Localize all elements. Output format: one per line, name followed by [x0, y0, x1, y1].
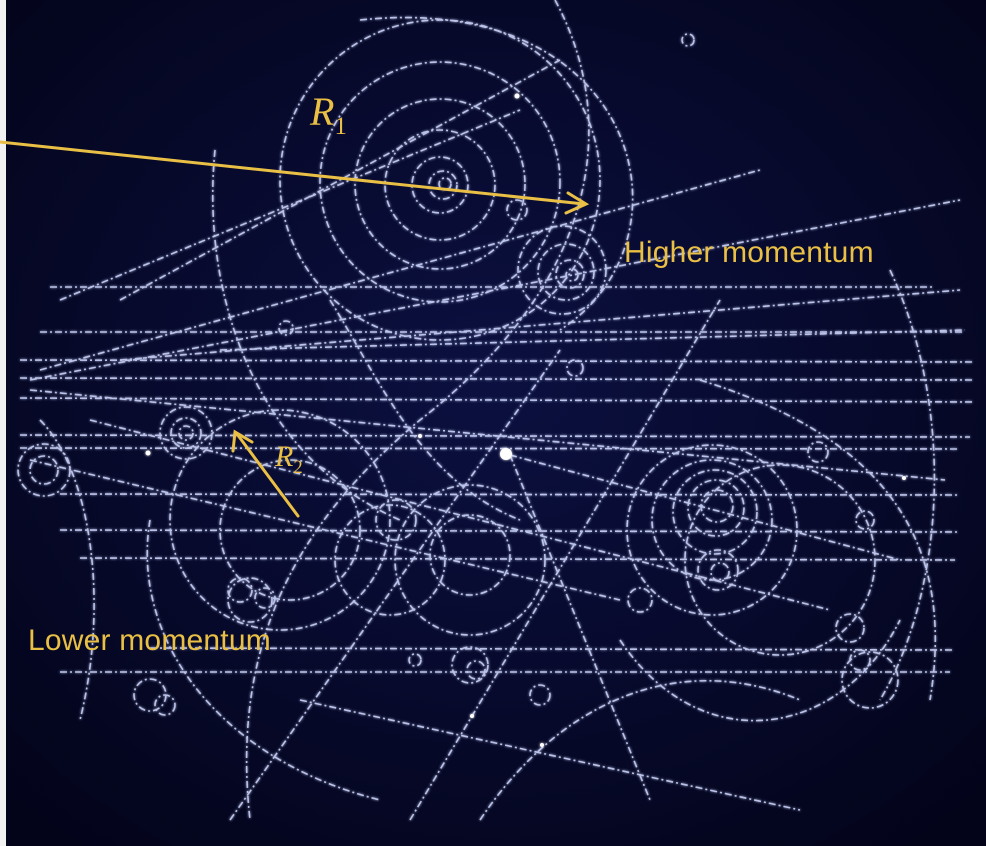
- spiral: [178, 425, 194, 441]
- r1-arrow: [0, 140, 586, 206]
- r1-symbol: R: [310, 89, 335, 134]
- vertex-point: [470, 714, 474, 718]
- r2-label: R2: [275, 440, 303, 478]
- r1-label: R1: [310, 88, 347, 140]
- spiral: [394, 484, 546, 636]
- spiral: [17, 443, 71, 497]
- spiral: [529, 684, 551, 706]
- spiral: [227, 577, 253, 603]
- spiral: [697, 549, 739, 591]
- spiral: [279, 19, 601, 341]
- track-arc: [245, 0, 590, 821]
- spiral: [466, 660, 486, 680]
- track-arc: [479, 680, 801, 821]
- beam-track: [19, 377, 976, 381]
- lower-momentum-label: Lower momentum: [28, 624, 271, 657]
- track: [509, 454, 651, 801]
- track: [29, 459, 621, 601]
- track: [299, 699, 801, 811]
- spiral: [319, 61, 561, 303]
- spiral: [672, 469, 758, 555]
- spiral: [169, 409, 391, 631]
- track-arc: [39, 419, 95, 721]
- beam-track: [149, 647, 956, 651]
- particle-tracks: [17, 0, 976, 821]
- higher-momentum-label: Higher momentum: [624, 236, 874, 269]
- spiral: [170, 417, 202, 449]
- annotations: [0, 140, 590, 518]
- spiral: [428, 170, 458, 200]
- spiral: [429, 514, 511, 596]
- track-arc: [146, 519, 381, 801]
- spiral: [159, 406, 213, 460]
- spiral: [835, 613, 865, 643]
- spiral: [254, 587, 276, 609]
- spiral: [627, 587, 653, 613]
- spiral: [227, 577, 273, 623]
- spiral: [855, 510, 875, 530]
- vertex-point: [500, 448, 512, 460]
- spiral: [438, 177, 452, 191]
- spiral: [29, 455, 59, 485]
- spiral: [334, 504, 446, 616]
- spiral: [841, 651, 899, 709]
- vertex-point: [418, 434, 422, 438]
- spiral: [517, 225, 607, 315]
- track-arc: [699, 379, 937, 701]
- track-arc: [359, 16, 634, 331]
- spiral: [555, 259, 585, 289]
- spiral: [278, 320, 294, 336]
- spiral: [565, 268, 579, 282]
- spiral: [566, 359, 584, 377]
- track: [39, 169, 761, 371]
- track: [229, 349, 561, 821]
- track: [89, 419, 831, 611]
- spiral: [807, 441, 829, 463]
- spiral: [506, 199, 528, 221]
- spiral: [651, 459, 773, 581]
- r2-arrow: [235, 432, 300, 518]
- spiral: [681, 33, 695, 47]
- vertex-point: [145, 450, 151, 456]
- r2-arrowhead: [231, 429, 254, 453]
- track: [409, 299, 721, 821]
- spiral: [354, 98, 526, 270]
- beam-track: [19, 359, 976, 363]
- r2-symbol: R: [275, 440, 294, 473]
- r2-subscript: 2: [293, 456, 303, 478]
- spiral: [687, 479, 745, 537]
- beam-track: [59, 493, 961, 496]
- spiral: [408, 653, 422, 667]
- spiral: [626, 444, 798, 616]
- spiral: [411, 156, 469, 214]
- spiral: [684, 464, 876, 656]
- left-edge-strip: [0, 0, 6, 846]
- spiral: [537, 243, 595, 301]
- spiral: [384, 129, 496, 241]
- spiral: [700, 489, 734, 523]
- track-arc: [619, 619, 901, 722]
- vertex-points: [145, 93, 906, 747]
- spiral: [710, 562, 730, 582]
- beam-track: [19, 397, 976, 403]
- spiral: [154, 694, 176, 716]
- r1-arrowhead: [564, 191, 590, 215]
- r1-subscript: 1: [334, 112, 347, 140]
- track: [119, 59, 561, 301]
- spiral: [375, 499, 417, 541]
- vertex-point: [540, 743, 544, 747]
- vertex-point: [514, 93, 520, 99]
- track: [509, 454, 901, 561]
- spiral: [219, 459, 361, 601]
- beam-track: [59, 529, 961, 533]
- track-arc: [329, 299, 521, 521]
- spiral: [451, 646, 489, 684]
- track: [219, 329, 966, 351]
- vertex-point: [902, 476, 906, 480]
- track-arc: [879, 269, 936, 701]
- track: [29, 389, 946, 481]
